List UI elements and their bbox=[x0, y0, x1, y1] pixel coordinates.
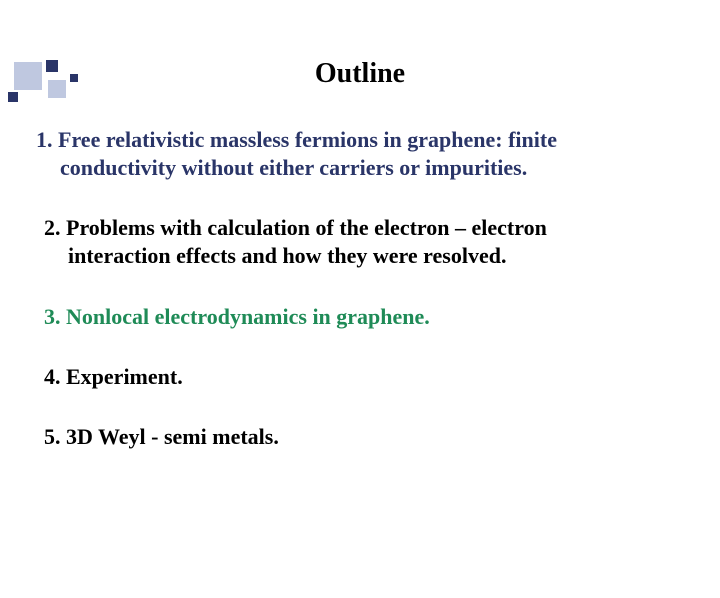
outline-item-3-line1: 3. Nonlocal electrodynamics in graphene. bbox=[44, 304, 430, 329]
outline-item-4: 4. Experiment. bbox=[36, 363, 684, 391]
outline-item-5: 5. 3D Weyl - semi metals. bbox=[36, 423, 684, 451]
outline-item-2: 2. Problems with calculation of the elec… bbox=[36, 214, 684, 270]
outline-item-1-line1: 1. Free relativistic massless fermions i… bbox=[36, 127, 557, 152]
outline-item-3: 3. Nonlocal electrodynamics in graphene. bbox=[36, 303, 684, 331]
outline-item-4-line1: 4. Experiment. bbox=[44, 364, 183, 389]
outline-item-2-line1: 2. Problems with calculation of the elec… bbox=[44, 215, 547, 240]
outline-content: 1. Free relativistic massless fermions i… bbox=[0, 126, 720, 451]
outline-item-2-line2: interaction effects and how they were re… bbox=[44, 242, 684, 270]
outline-item-1-line2: conductivity without either carriers or … bbox=[36, 154, 684, 182]
outline-item-1: 1. Free relativistic massless fermions i… bbox=[36, 126, 684, 182]
outline-item-5-line1: 5. 3D Weyl - semi metals. bbox=[44, 424, 279, 449]
corner-decoration bbox=[0, 58, 140, 108]
